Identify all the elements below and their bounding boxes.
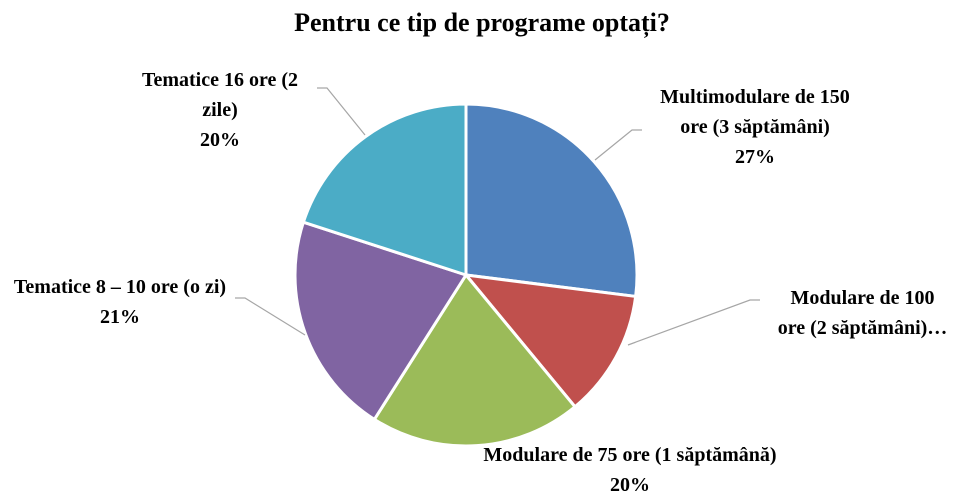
category-label: Tematice 16 ore (2 zile) xyxy=(141,69,299,121)
leader-line xyxy=(235,297,306,336)
leader-line xyxy=(317,87,366,136)
data-label: Multimodulare de 150 ore (3 săptămâni) 27… xyxy=(660,82,850,172)
leader-line xyxy=(594,129,642,161)
data-label: Tematice 16 ore (2 zile) 20% xyxy=(125,65,315,155)
pie-slice xyxy=(462,273,638,409)
category-label: Tematice 8 – 10 ore (o zi) xyxy=(13,276,227,298)
data-label: Tematice 8 – 10 ore (o zi) 21% xyxy=(5,272,235,332)
data-label: Modulare de 75 ore (1 săptămână) 20% xyxy=(420,440,840,494)
percent-label: 21% xyxy=(100,306,140,328)
data-label: Modulare de 100 ore (2 săptămâni)… xyxy=(775,283,950,343)
percent-label: 27% xyxy=(735,146,775,168)
leader-line xyxy=(627,299,760,346)
category-label: Modulare de 100 ore (2 săptămâni)… xyxy=(777,287,948,339)
chart-title: Pentru ce tip de programe optați? xyxy=(294,8,670,37)
category-label: Modulare de 75 ore (1 săptămână) xyxy=(483,444,777,466)
pie-slice xyxy=(464,102,639,299)
percent-label: 20% xyxy=(610,474,650,494)
category-label: Multimodulare de 150 ore (3 săptămâni) xyxy=(660,86,850,138)
pie-slice xyxy=(301,102,468,278)
percent-label: 20% xyxy=(200,129,240,151)
pie-slice xyxy=(293,220,469,422)
pie-slice xyxy=(372,272,578,448)
